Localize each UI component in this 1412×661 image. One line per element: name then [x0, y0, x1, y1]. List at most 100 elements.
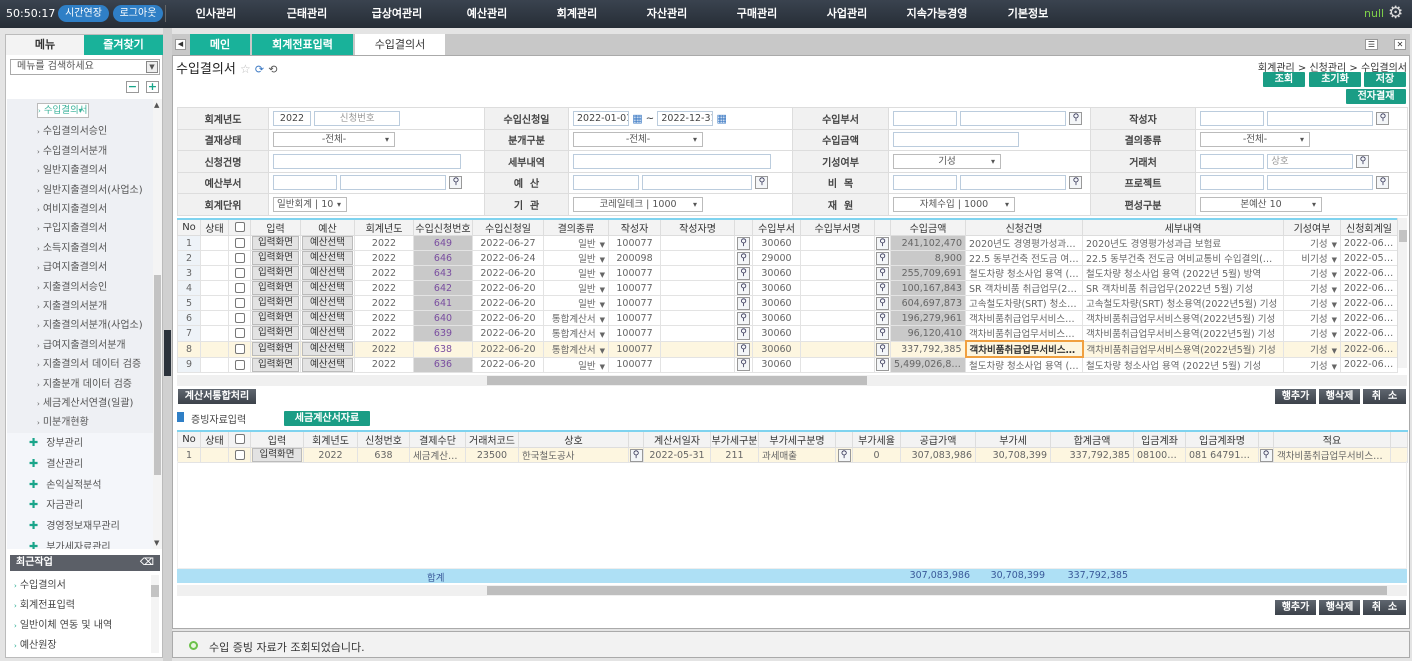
input-screen-button[interactable]: 입력화면: [252, 448, 302, 462]
search-icon[interactable]: ⚲: [1069, 176, 1083, 190]
recent-item[interactable]: › 수입결의서: [14, 576, 66, 591]
add-row-button[interactable]: 행추가: [1275, 389, 1316, 404]
column-header[interactable]: 합계금액: [1050, 430, 1134, 448]
row-checkbox[interactable]: [234, 283, 245, 293]
delete-row-button[interactable]: 행삭제: [1319, 389, 1360, 404]
organization-select[interactable]: 코레일테크 | 1000: [573, 196, 703, 212]
search-icon[interactable]: ⚲: [1376, 176, 1390, 190]
column-header[interactable]: No: [177, 430, 201, 448]
add-row-button-2[interactable]: 행추가: [1275, 600, 1316, 615]
search-icon[interactable]: ⚲: [755, 176, 769, 190]
column-header[interactable]: [228, 218, 251, 236]
menu-search-input[interactable]: 메뉴를 검색하세요 ▼: [10, 59, 160, 75]
row-checkbox[interactable]: [234, 359, 245, 370]
menu-item[interactable]: › 미분개현황: [37, 413, 89, 428]
extend-time-button[interactable]: 시간연장: [58, 5, 109, 22]
row-checkbox[interactable]: [234, 313, 245, 323]
recent-item[interactable]: › 회계전표입력: [14, 596, 75, 611]
row-checkbox[interactable]: [234, 298, 245, 308]
search-icon[interactable]: ⚲: [876, 311, 889, 325]
merge-invoice-button[interactable]: 계산서통합처리: [178, 389, 256, 404]
reset-button[interactable]: 초기화: [1309, 72, 1361, 87]
expand-all-button[interactable]: +: [146, 80, 159, 93]
column-header[interactable]: 입금계좌명: [1185, 430, 1259, 448]
tab-menu[interactable]: 메뉴: [6, 35, 84, 55]
table-row[interactable]: 8 입력화면 예산선택 2022 638 2022-06-20 통합계산서 ▼ 100077 ⚲ 3…: [177, 340, 1398, 358]
search-button[interactable]: 조회: [1263, 72, 1305, 87]
progress-select[interactable]: 비기성 ▼: [1283, 250, 1341, 266]
menu-group[interactable]: ✚ 부가세자료관리: [29, 538, 111, 549]
input-screen-button[interactable]: 입력화면: [252, 326, 299, 341]
column-header[interactable]: 신청회계일: [1340, 218, 1398, 236]
column-header[interactable]: 부가세율: [852, 430, 901, 448]
budget-dept-code-input[interactable]: [273, 175, 337, 191]
project-name-input[interactable]: [1267, 175, 1374, 191]
search-icon[interactable]: ⚲: [737, 251, 750, 265]
menu-item[interactable]: › 지출결의서 데이터 검증: [37, 355, 141, 370]
close-all-tabs-icon[interactable]: ✕: [1394, 39, 1406, 50]
table-row[interactable]: 3 입력화면 예산선택 2022 643 2022-06-20 일반 ▼ 100077 ⚲ 3006…: [177, 265, 1398, 281]
progress-select[interactable]: 기성 ▼: [1283, 280, 1341, 296]
menu-scrollbar[interactable]: ▲ ▼: [153, 99, 162, 549]
column-header[interactable]: 수입금액: [890, 218, 966, 236]
progress-select[interactable]: 기성 ▼: [1283, 265, 1341, 281]
table-row[interactable]: 2 입력화면 예산선택 2022 646 2022-06-24 일반 ▼ 200098 ⚲ 2900…: [177, 250, 1398, 266]
search-icon[interactable]: ⚲: [1356, 154, 1370, 168]
calendar-icon[interactable]: ▦: [716, 111, 727, 125]
progress-select[interactable]: 기성: [893, 153, 1001, 169]
input-screen-button[interactable]: 입력화면: [252, 251, 299, 265]
column-header[interactable]: 결제수단: [409, 430, 466, 448]
menu-item[interactable]: › 지출분개 데이터 검증: [37, 375, 132, 390]
cancel-button[interactable]: 취 소: [1363, 389, 1406, 404]
nav-item[interactable]: 근태관리: [286, 7, 328, 20]
nav-item[interactable]: 자산관리: [646, 7, 688, 20]
menu-item[interactable]: › 소득지출결의서: [37, 239, 107, 254]
progress-select[interactable]: 기성 ▼: [1283, 340, 1341, 358]
column-header[interactable]: 예산: [300, 218, 355, 236]
budget-select-button[interactable]: 예산선택: [302, 311, 353, 325]
column-header[interactable]: 공급가액: [900, 430, 976, 448]
column-header[interactable]: 상태: [200, 218, 229, 236]
column-header[interactable]: 작성자: [608, 218, 661, 236]
row-checkbox[interactable]: [234, 328, 245, 339]
row-checkbox[interactable]: [234, 253, 245, 263]
tax-invoice-button[interactable]: 세금계산서자료: [284, 411, 370, 426]
column-header[interactable]: 입력: [250, 218, 301, 236]
menu-group[interactable]: ✚ 경영정보재무관리: [29, 517, 120, 532]
fund-select[interactable]: 자체수입 | 1000: [893, 196, 1015, 212]
search-icon[interactable]: ⚲: [737, 358, 750, 372]
search-icon[interactable]: ⚲: [876, 358, 889, 372]
column-header[interactable]: 신청번호: [357, 430, 410, 448]
column-header[interactable]: 부가세구분명: [758, 430, 836, 448]
resolution-type-select[interactable]: 통합계산서 ▼: [543, 310, 609, 326]
cancel-button-2[interactable]: 취 소: [1363, 600, 1406, 615]
table-row[interactable]: 7 입력화면 예산선택 2022 639 2022-06-20 통합계산서 ▼ 100077 ⚲ 3…: [177, 325, 1398, 342]
budget-select-button[interactable]: 예산선택: [302, 342, 353, 356]
save-button[interactable]: 저장: [1364, 72, 1406, 87]
select-all-checkbox[interactable]: [234, 222, 245, 232]
sidebar-splitter[interactable]: [163, 28, 172, 661]
nav-item[interactable]: 구매관리: [736, 7, 778, 20]
search-icon[interactable]: ⚲: [876, 296, 889, 310]
column-header[interactable]: 결의종류: [543, 218, 609, 236]
search-icon[interactable]: ⚲: [737, 342, 750, 356]
tab-scroll-left-icon[interactable]: ◀: [175, 39, 186, 50]
column-header[interactable]: 회계년도: [354, 218, 414, 236]
expense-item-name-input[interactable]: [960, 175, 1067, 191]
resolution-type-select[interactable]: 일반 ▼: [543, 280, 609, 296]
menu-item[interactable]: › 수입결의서: [37, 103, 89, 118]
search-icon[interactable]: ⚲: [737, 296, 750, 310]
writer-name-input[interactable]: [1267, 110, 1374, 126]
nav-item[interactable]: 기본정보: [1007, 7, 1049, 20]
input-screen-button[interactable]: 입력화면: [252, 342, 299, 356]
column-header[interactable]: No: [177, 218, 201, 236]
column-header[interactable]: [874, 218, 891, 236]
budget-select-button[interactable]: 예산선택: [302, 357, 353, 372]
refresh-icon[interactable]: ⟳: [254, 63, 265, 76]
nav-item[interactable]: 급상여관리: [371, 7, 423, 20]
select-all-checkbox[interactable]: [234, 434, 245, 444]
progress-select[interactable]: 기성 ▼: [1283, 356, 1341, 373]
column-header[interactable]: 적요: [1273, 430, 1391, 448]
recent-scrollbar[interactable]: [151, 575, 159, 653]
menu-group[interactable]: ✚ 장부관리: [29, 434, 83, 449]
